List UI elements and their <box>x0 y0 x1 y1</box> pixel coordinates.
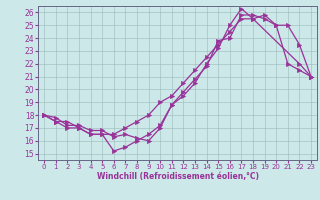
X-axis label: Windchill (Refroidissement éolien,°C): Windchill (Refroidissement éolien,°C) <box>97 172 259 181</box>
